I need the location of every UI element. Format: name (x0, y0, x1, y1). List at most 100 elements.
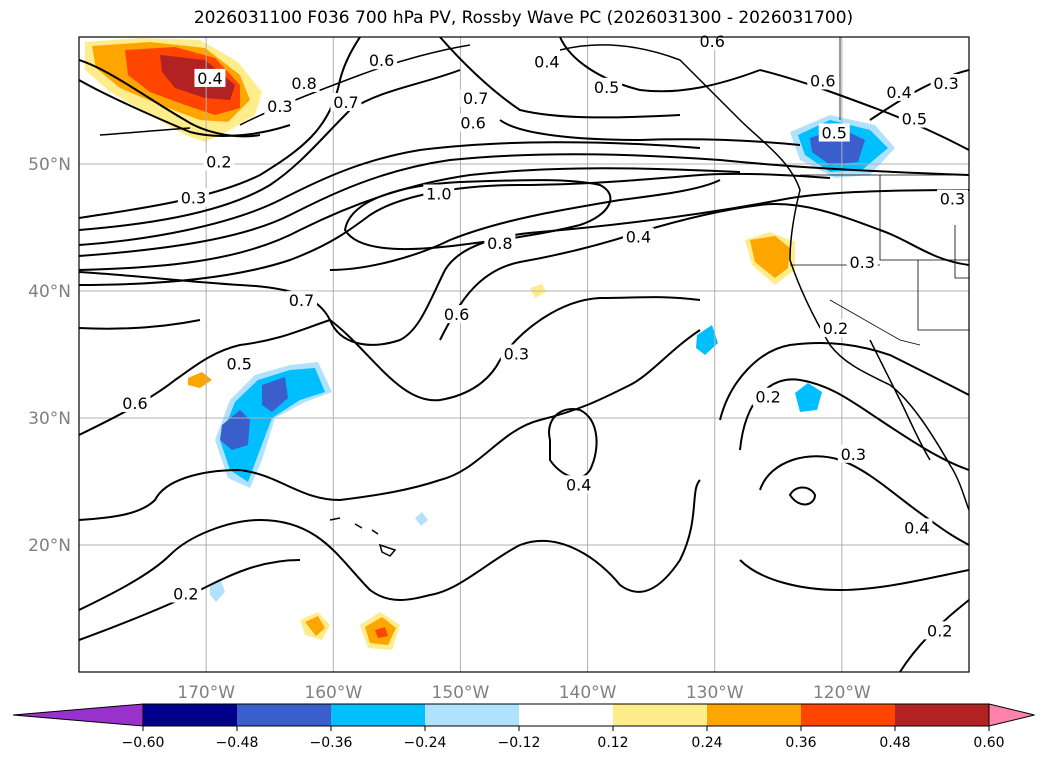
contour-label-bg (330, 93, 362, 112)
contour-label: 0.6 (810, 71, 835, 90)
contour-label: 0.6 (460, 113, 485, 132)
political-borders (790, 37, 969, 346)
contour-line (759, 455, 969, 546)
contour-label: 0.7 (289, 291, 314, 310)
contour-label-bg (177, 188, 209, 207)
coastline-baja (869, 339, 931, 461)
contour-label: 0.2 (823, 319, 848, 338)
colorbar-tick-label: −0.60 (122, 735, 165, 751)
border-line (829, 299, 921, 346)
lat-tick-label: 20°N (28, 536, 71, 556)
contour-labels: 0.4 0.80.30.20.30.60.7 0.70.60.40.50.60.60… (119, 32, 968, 640)
map-frame (78, 36, 970, 673)
lon-tick-label: 160°W (304, 683, 362, 703)
contour-label-bg (901, 518, 933, 537)
axis-tick-labels: 170°W 160°W 150°W 140°W 130°W 120°W 20°N 30°N 40… (28, 155, 871, 703)
contour-label: 0.4 (534, 52, 559, 71)
contour-label-bg (264, 96, 296, 115)
colorbar-segment (143, 704, 237, 726)
contour-label: 0.3 (933, 74, 958, 93)
contour-label: 0.2 (173, 585, 198, 604)
shading-positive-south2-red (375, 627, 388, 638)
contour-label-bg (460, 89, 492, 108)
contour-label-bg (898, 109, 930, 128)
contour-line (79, 79, 291, 137)
border-line (917, 260, 969, 331)
contour-label-bg (194, 68, 226, 87)
contour-label: 0.6 (699, 32, 724, 51)
contour-label-bg (441, 305, 473, 324)
coastline-aleutians (99, 127, 191, 136)
contour-label-bg (288, 73, 320, 92)
contour-label-bg (837, 444, 869, 463)
contour-label-bg (484, 234, 516, 253)
contour-label-bg (563, 475, 595, 494)
shading-negative-small3 (415, 512, 428, 526)
contour-line (329, 179, 721, 271)
contour-label: 0.5 (822, 124, 847, 143)
colorbar-segment (895, 704, 989, 726)
colorbar-extend-low (12, 703, 144, 727)
shading-positive-south1-orange (305, 616, 325, 636)
contour-line (548, 408, 598, 479)
shading-negative-center (220, 368, 325, 482)
contour-label-bg (203, 152, 235, 171)
gridlines (79, 37, 969, 672)
colorbar-segment (801, 704, 895, 726)
map-title: 2026031100 F036 700 hPa PV, Rossby Wave … (193, 8, 854, 28)
contour-label-bg (531, 52, 563, 71)
contour-label: 0.8 (487, 234, 512, 253)
contour-label: 0.3 (841, 445, 866, 464)
contour-label: 0.3 (940, 190, 965, 209)
contour-label: 0.5 (594, 78, 619, 97)
contour-line (79, 69, 461, 231)
contour-label-bg (286, 291, 317, 310)
shading-negative-small1 (696, 325, 718, 355)
colorbar-tick-label: 0.24 (691, 735, 722, 751)
lat-tick-label: 40°N (28, 282, 71, 302)
lat-tick-label: 50°N (28, 155, 71, 175)
contour-label: 0.3 (267, 97, 292, 116)
contour-line (788, 486, 817, 506)
contour-line (559, 37, 761, 93)
contour-label: 1.0 (426, 184, 451, 203)
contour-line (79, 296, 701, 436)
contour-line (343, 179, 612, 251)
contour-line (79, 319, 201, 330)
lon-tick-label: 140°W (559, 683, 617, 703)
contour-label: 0.5 (226, 355, 251, 374)
contour-label: 0.5 (902, 110, 927, 129)
colorbar-tick-label: −0.24 (404, 735, 447, 751)
shading-positive-ca-orange (750, 236, 790, 278)
contour-label-bg (500, 344, 532, 363)
colorbar-segment (613, 704, 707, 726)
contour-line (79, 189, 969, 346)
contour-label: 0.6 (369, 51, 394, 70)
contour-line (79, 153, 969, 257)
colorbar-tick-label: −0.48 (216, 735, 259, 751)
contour-label: 0.3 (181, 188, 206, 207)
contour-label: 0.4 (626, 228, 651, 247)
contour-label-bg (924, 621, 956, 640)
contour-label: 0.3 (504, 345, 529, 364)
lon-tick-label: 130°W (686, 683, 744, 703)
contour-label-bg (846, 253, 878, 272)
contour-label: 0.4 (904, 518, 929, 537)
contour-line (739, 559, 969, 592)
contour-label-bg (223, 354, 255, 373)
contour-label-bg (423, 184, 455, 203)
contour-label-bg (366, 51, 398, 70)
contour-line (869, 69, 969, 121)
colorbar-segment (519, 704, 613, 726)
shading-negative-center-core (220, 377, 288, 450)
contour-line (439, 37, 681, 119)
contour-line (79, 141, 701, 246)
contour-line (79, 329, 701, 521)
contour-label-bg (930, 73, 962, 92)
colorbar-tick-label: 0.60 (973, 735, 1004, 751)
lon-tick-label: 170°W (177, 683, 235, 703)
lat-tick-label: 30°N (28, 409, 71, 429)
shading-negative-small2 (795, 383, 822, 412)
contour-label: 0.2 (206, 153, 231, 172)
